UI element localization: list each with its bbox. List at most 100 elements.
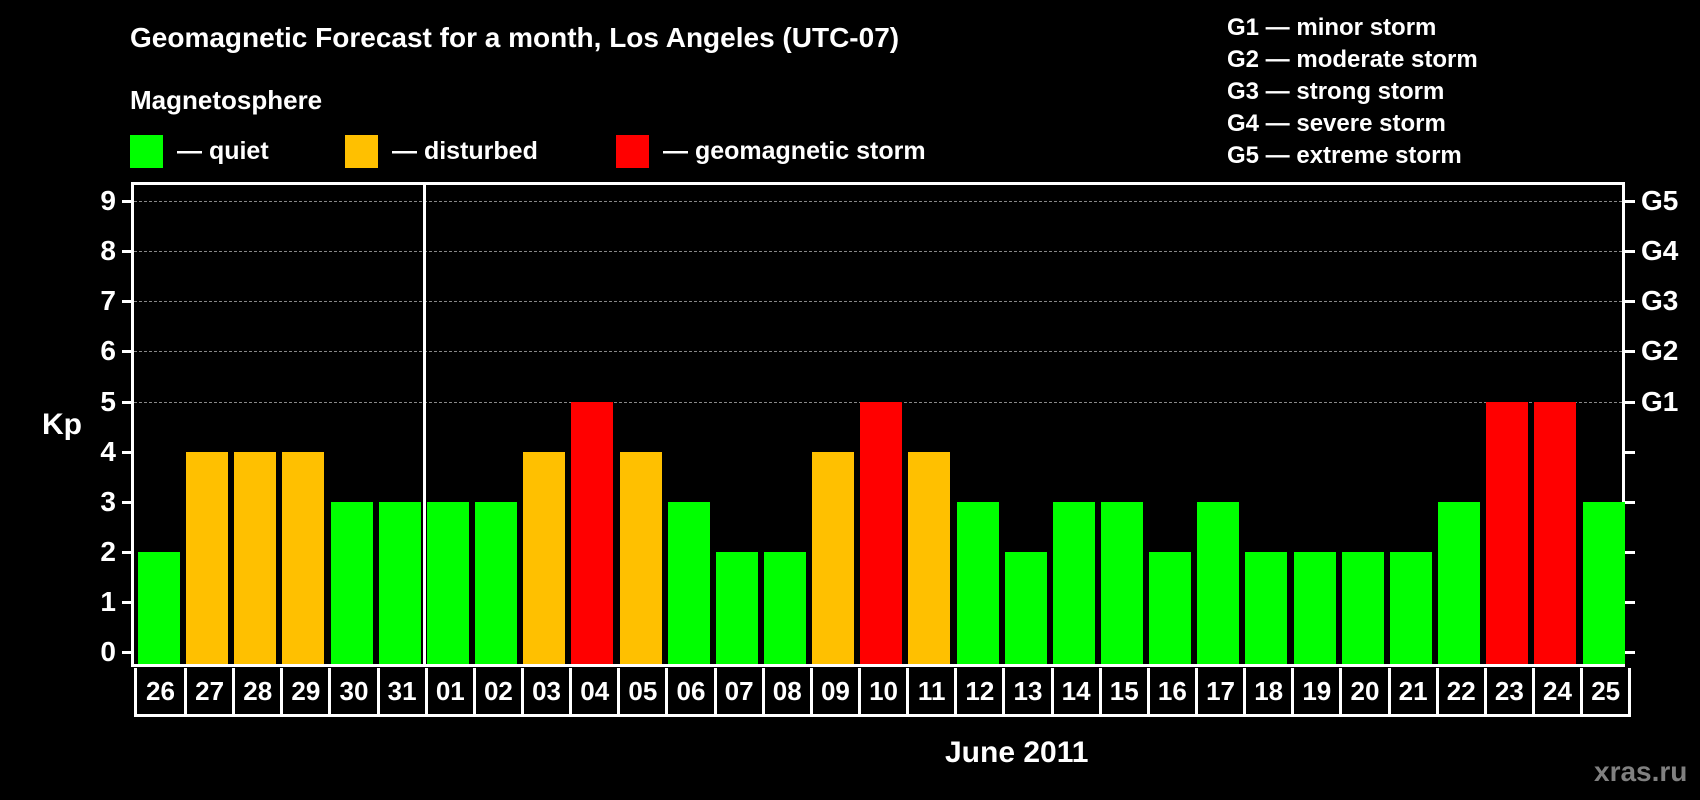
- y-tick-label: 8: [100, 235, 116, 267]
- legend-label: — quiet: [177, 136, 269, 165]
- x-day-label: 09: [809, 668, 858, 714]
- bar-07: [715, 551, 758, 664]
- x-day-label: 20: [1339, 668, 1387, 714]
- y-right-tick: [1625, 450, 1635, 454]
- bar-08: [763, 551, 806, 664]
- g-legend-item: G3 — strong storm: [1227, 78, 1445, 105]
- x-day-label: 04: [569, 668, 617, 714]
- x-axis-day-labels: 26 27 28 29 30 31 01 02 03 04 05 06 07 08 09 10 11 12 13 14…: [134, 668, 1632, 717]
- x-day-label: 15: [1098, 668, 1147, 714]
- y-right-tick: [1625, 200, 1635, 204]
- g-scale-label: G5: [1641, 185, 1679, 217]
- bar-12: [956, 501, 999, 664]
- x-day-label: 30: [328, 668, 376, 714]
- g-scale-label: G2: [1641, 335, 1679, 367]
- y-tick-label: 6: [100, 335, 116, 367]
- y-tick: [122, 300, 132, 304]
- y-axis-label: Kp: [42, 408, 82, 441]
- bar-30: [330, 501, 373, 664]
- y-tick: [122, 550, 132, 554]
- y-right-tick: [1625, 400, 1635, 404]
- chart-subtitle: Magnetosphere: [130, 85, 323, 115]
- bar-14: [1052, 501, 1095, 664]
- g-legend-item: G5 — extreme storm: [1227, 142, 1462, 169]
- bar-19: [1293, 551, 1336, 664]
- bar-21: [1389, 551, 1432, 664]
- bar-06: [667, 501, 710, 664]
- bar-01: [426, 501, 469, 664]
- gridline: [134, 301, 1622, 303]
- bar-02: [475, 501, 518, 664]
- legend-storm: — geomagnetic storm: [616, 134, 926, 168]
- bar-03: [523, 451, 566, 664]
- legend-disturbed: — disturbed: [345, 134, 538, 168]
- g-legend-item: G1 — minor storm: [1227, 14, 1437, 41]
- x-day-label: 02: [472, 668, 521, 714]
- y-right-tick: [1625, 600, 1635, 604]
- x-day-label: 05: [617, 668, 665, 714]
- g-scale-label: G4: [1641, 235, 1679, 267]
- x-day-label: 28: [232, 668, 280, 714]
- bar-15: [1101, 501, 1143, 664]
- x-day-label: 27: [184, 668, 232, 714]
- x-day-label: 12: [954, 668, 1002, 714]
- bar-26: [138, 551, 180, 664]
- x-day-label: 14: [1050, 668, 1099, 714]
- y-tick: [122, 400, 132, 404]
- bar-25: [1582, 501, 1625, 664]
- y-tick-label: 2: [100, 535, 116, 567]
- y-right-tick: [1625, 500, 1635, 504]
- y-tick: [122, 200, 132, 204]
- y-right-tick: [1625, 350, 1635, 354]
- bar-16: [1149, 551, 1192, 664]
- gridline: [134, 351, 1622, 353]
- y-tick: [122, 250, 132, 254]
- watermark: xras.ru: [1594, 756, 1688, 787]
- bar-28: [234, 451, 277, 664]
- x-day-label: 13: [1002, 668, 1050, 714]
- y-tick-label: 4: [100, 435, 116, 467]
- bar-13: [1004, 551, 1047, 664]
- bar-11: [908, 451, 951, 664]
- y-tick: [122, 651, 132, 654]
- x-day-label: 06: [665, 668, 713, 714]
- month-divider: [422, 185, 426, 664]
- plot-area: [131, 182, 1625, 667]
- x-day-label: 18: [1243, 668, 1291, 714]
- y-tick: [122, 600, 132, 604]
- y-right-tick: [1625, 250, 1635, 254]
- y-tick: [122, 500, 132, 504]
- chart-title: Geomagnetic Forecast for a month, Los An…: [130, 22, 900, 53]
- legend-label: — geomagnetic storm: [663, 136, 926, 165]
- bar-27: [186, 451, 229, 664]
- x-day-label: 24: [1531, 668, 1580, 714]
- bar-09: [812, 451, 855, 664]
- g-legend-item: G2 — moderate storm: [1227, 46, 1478, 73]
- x-day-label: 29: [280, 668, 328, 714]
- x-day-label: 22: [1435, 668, 1484, 714]
- x-day-label: 31: [376, 668, 425, 714]
- bar-10: [860, 401, 903, 664]
- x-day-label: 23: [1483, 668, 1532, 714]
- g-scale-label: G1: [1641, 385, 1679, 417]
- legend-label: — disturbed: [392, 136, 538, 165]
- bar-24: [1534, 401, 1577, 664]
- x-axis-label: June 2011: [945, 736, 1089, 769]
- bar-05: [619, 451, 662, 664]
- x-day-label: 08: [761, 668, 810, 714]
- legend-quiet: — quiet: [130, 134, 269, 168]
- x-day-label: 19: [1291, 668, 1339, 714]
- x-day-label: 03: [520, 668, 569, 714]
- x-day-label: 07: [713, 668, 762, 714]
- x-day-label: 17: [1194, 668, 1243, 714]
- y-tick-label: 7: [100, 285, 116, 317]
- bar-22: [1438, 501, 1481, 664]
- y-right-tick: [1625, 550, 1635, 554]
- swatch-storm: [616, 134, 649, 168]
- g-scale-label: G3: [1641, 285, 1679, 317]
- swatch-disturbed: [345, 134, 378, 168]
- bar-18: [1245, 551, 1288, 664]
- y-tick-label: 3: [100, 485, 116, 517]
- bar-17: [1197, 501, 1240, 664]
- bar-04: [571, 401, 614, 664]
